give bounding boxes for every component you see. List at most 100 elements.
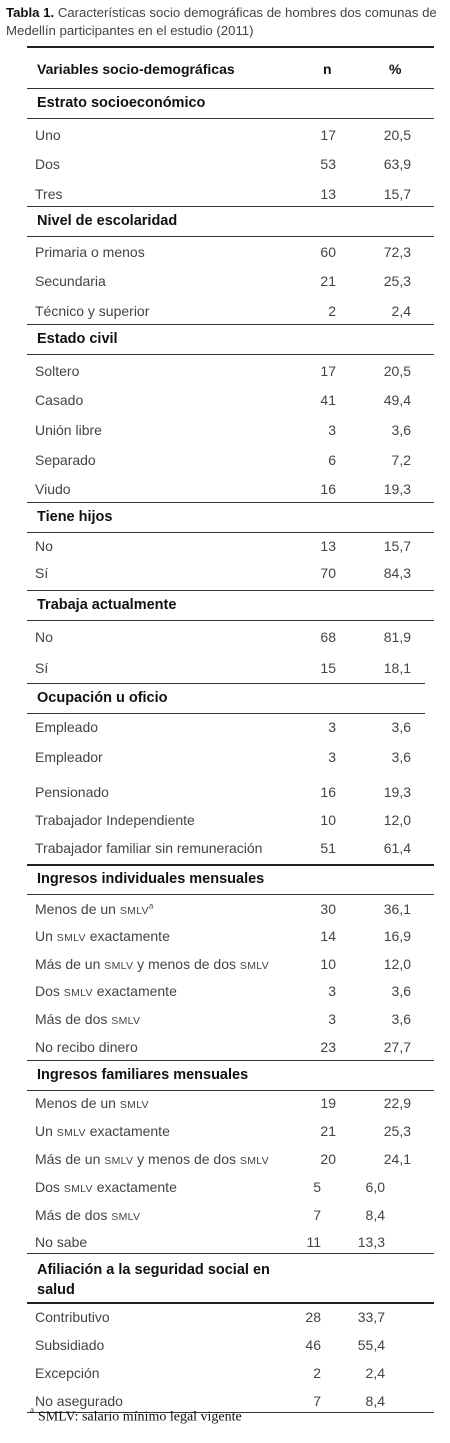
row-pct: 8,4 <box>365 1393 385 1409</box>
row-n: 7 <box>313 1393 321 1409</box>
row-label: Contributivo <box>35 1309 110 1325</box>
row-label: Más de un SMLV y menos de dos SMLV <box>35 1151 269 1167</box>
footnote-marker: a <box>30 1405 34 1415</box>
row-pct: 20,5 <box>383 363 411 379</box>
row-label: Sí <box>35 660 49 676</box>
row-n: 7 <box>313 1207 321 1223</box>
row-n: 21 <box>320 273 336 289</box>
row-pct: 19,3 <box>383 481 411 497</box>
row-label: Tres <box>35 186 63 202</box>
row-n: 3 <box>328 749 336 765</box>
table-rule <box>27 206 434 207</box>
footnote-text: SMLV: salario mínimo legal vigente <box>38 1409 242 1425</box>
table-rule <box>27 1302 434 1304</box>
section-title: Tiene hijos <box>37 509 113 525</box>
row-pct: 72,3 <box>383 244 411 260</box>
row-pct: 63,9 <box>383 156 411 172</box>
row-label: Trabajador Independiente <box>35 812 195 828</box>
row-n: 13 <box>320 186 336 202</box>
row-pct: 3,6 <box>391 422 411 438</box>
row-n: 17 <box>320 363 336 379</box>
table-rule <box>27 713 425 714</box>
row-pct: 18,1 <box>383 660 411 676</box>
table-rule <box>27 46 434 48</box>
row-pct: 22,9 <box>383 1095 411 1111</box>
row-n: 6 <box>328 452 336 468</box>
row-n: 41 <box>320 392 336 408</box>
row-pct: 84,3 <box>383 565 411 581</box>
row-n: 17 <box>320 127 336 143</box>
row-label: No recibo dinero <box>35 1039 138 1055</box>
row-n: 3 <box>328 983 336 999</box>
row-n: 16 <box>320 481 336 497</box>
row-n: 13 <box>320 538 336 554</box>
section-title: Ocupación u oficio <box>37 690 168 706</box>
table-rule <box>27 324 434 325</box>
row-pct: 33,7 <box>357 1309 385 1325</box>
section-title: Trabaja actualmente <box>37 597 177 613</box>
row-label: Sí <box>35 565 49 581</box>
row-pct: 3,6 <box>391 983 411 999</box>
table-rule <box>27 1412 434 1413</box>
row-label: Soltero <box>35 363 80 379</box>
section-title: Estado civil <box>37 331 118 347</box>
row-pct: 6,0 <box>365 1179 385 1195</box>
row-n: 51 <box>320 840 336 856</box>
section-title: Ingresos individuales mensuales <box>37 871 265 887</box>
row-pct: 25,3 <box>383 273 411 289</box>
row-label: Trabajador familiar sin remuneración <box>35 840 263 856</box>
table-rule <box>27 1253 434 1254</box>
table-rule <box>27 236 434 237</box>
row-pct: 2,4 <box>391 303 411 319</box>
table-rule <box>27 620 434 621</box>
table-rule <box>27 88 434 89</box>
row-label: Unión libre <box>35 422 102 438</box>
row-n: 60 <box>320 244 336 260</box>
row-label: No asegurado <box>35 1393 123 1409</box>
row-n: 70 <box>320 565 336 581</box>
row-n: 2 <box>328 303 336 319</box>
row-label: Un SMLV exactamente <box>35 1123 170 1139</box>
row-n: 10 <box>320 812 336 828</box>
table-footnote: a SMLV: salario mínimo legal vigente <box>30 1405 242 1426</box>
row-n: 14 <box>320 928 336 944</box>
row-n: 15 <box>320 660 336 676</box>
row-label: No <box>35 538 53 554</box>
row-n: 10 <box>320 956 336 972</box>
row-label: Dos SMLV exactamente <box>35 983 177 999</box>
row-pct: 61,4 <box>383 840 411 856</box>
row-pct: 2,4 <box>365 1365 385 1381</box>
row-n: 21 <box>320 1123 336 1139</box>
row-pct: 3,6 <box>391 719 411 735</box>
row-pct: 15,7 <box>383 186 411 202</box>
table-rule <box>27 1060 434 1061</box>
row-pct: 16,9 <box>383 928 411 944</box>
section-title: Estrato socioeconómico <box>37 95 206 111</box>
row-n: 16 <box>320 784 336 800</box>
row-label: No <box>35 629 53 645</box>
row-pct: 24,1 <box>383 1151 411 1167</box>
table-rule <box>27 864 434 866</box>
header-variable: Variables socio-demográficas <box>37 61 235 77</box>
row-n: 68 <box>320 629 336 645</box>
row-label: Empleado <box>35 719 99 735</box>
row-pct: 81,9 <box>383 629 411 645</box>
row-pct: 3,6 <box>391 749 411 765</box>
table-rule <box>27 118 434 119</box>
row-n: 3 <box>328 719 336 735</box>
row-label: Más de un SMLV y menos de dos SMLV <box>35 956 269 972</box>
row-pct: 20,5 <box>383 127 411 143</box>
row-pct: 8,4 <box>365 1207 385 1223</box>
table-caption-text: Características socio demográficas de ho… <box>6 5 437 38</box>
row-n: 28 <box>305 1309 321 1325</box>
header-n: n <box>323 61 332 77</box>
row-label: Más de dos SMLV <box>35 1207 141 1223</box>
table-rule <box>27 532 434 533</box>
row-pct: 19,3 <box>383 784 411 800</box>
table-caption-label: Tabla 1. <box>6 5 55 20</box>
row-pct: 55,4 <box>357 1337 385 1353</box>
row-label: Menos de un SMLV <box>35 1095 149 1111</box>
row-label: Casado <box>35 392 84 408</box>
section-title: Ingresos familiares mensuales <box>37 1067 249 1083</box>
